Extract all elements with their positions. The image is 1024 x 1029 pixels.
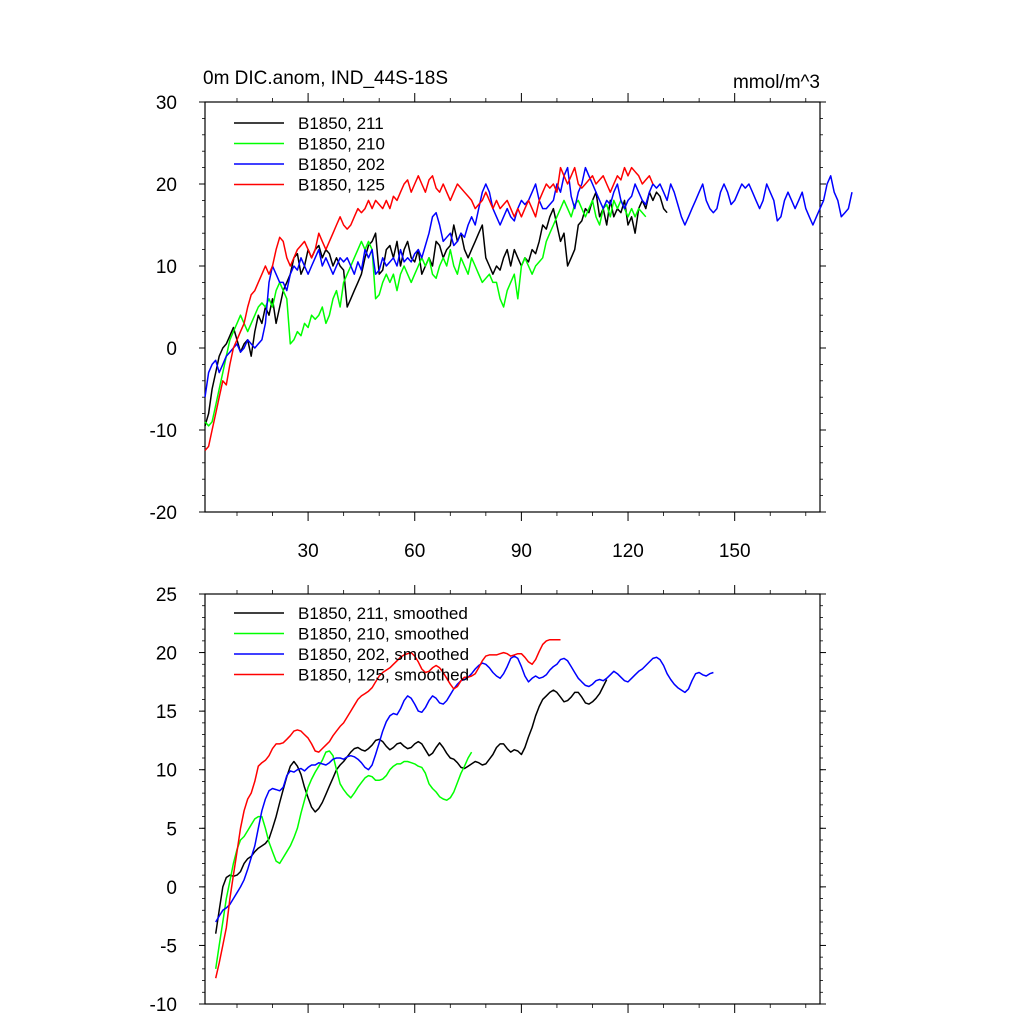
legend-label: B1850, 210, smoothed (298, 625, 469, 644)
y-tick-label: -20 (150, 503, 177, 524)
legend-label: B1850, 202, smoothed (298, 645, 469, 664)
y-tick-label: -10 (150, 995, 177, 1016)
legend-label: B1850, 211 (298, 114, 384, 133)
legend-label: B1850, 202 (298, 155, 385, 174)
plot-frame (204, 593, 821, 1005)
series-line-0 (214, 679, 608, 934)
plot-frame (204, 101, 821, 513)
units-label: mmol/m^3 (733, 72, 820, 93)
y-tick-label: -5 (160, 936, 177, 957)
series-line-1 (204, 199, 647, 427)
x-tick-label: 120 (612, 541, 644, 562)
legend-label: B1850, 211, smoothed (298, 604, 468, 623)
top-panel: 0m DIC.anom, IND_44S-18S mmol/m^3 -20 -10… (150, 68, 853, 562)
y-tick-label: 20 (156, 175, 177, 196)
y-tick-label: 5 (166, 819, 177, 840)
y-tick-label: 15 (156, 702, 177, 723)
legend-label: B1850, 125, smoothed (298, 666, 469, 685)
bottom-panel: -10 -5 0 5 10 15 20 25 B1850, 211, smoothed B1850… (150, 585, 826, 1016)
y-tick-label: -10 (150, 421, 177, 442)
chart-title: 0m DIC.anom, IND_44S-18S (203, 68, 448, 89)
y-tick-label: 30 (156, 93, 177, 114)
y-tick-label: 25 (156, 585, 177, 606)
y-tick-label: 10 (156, 257, 177, 278)
legend-label: B1850, 125 (298, 176, 385, 195)
series-line-2 (215, 655, 714, 923)
y-tick-label: 0 (166, 339, 177, 360)
y-tick-label: 0 (166, 878, 177, 899)
x-tick-label: 90 (511, 541, 532, 562)
series-line-0 (204, 191, 668, 427)
y-tick-label: 20 (156, 644, 177, 665)
legend-label: B1850, 210 (298, 135, 385, 154)
x-tick-label: 30 (298, 541, 319, 562)
y-tick-label: 10 (156, 761, 177, 782)
series-line-3 (214, 638, 561, 979)
x-tick-label: 150 (719, 541, 751, 562)
series-line-3 (204, 166, 654, 451)
x-tick-label: 60 (404, 541, 425, 562)
series-line-1 (214, 750, 473, 970)
